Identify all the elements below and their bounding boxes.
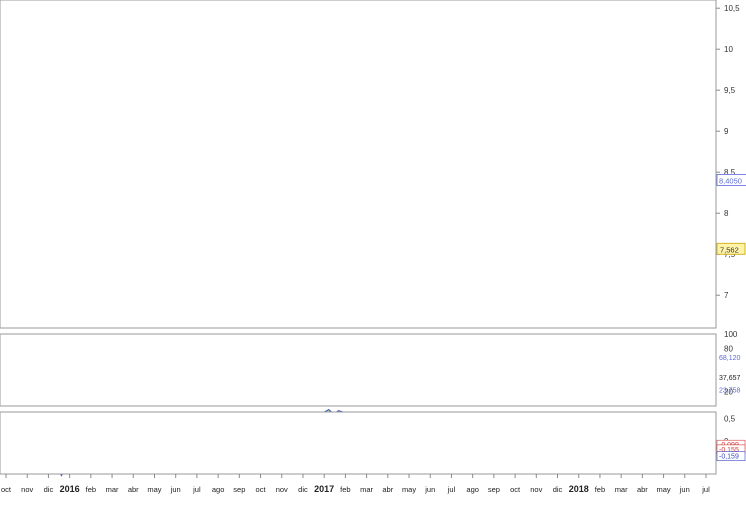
x-tick-label: nov [530, 485, 542, 494]
y-tick-label: 10 [724, 45, 733, 54]
x-tick-label: sep [233, 485, 245, 494]
x-tick-label: may [656, 485, 670, 494]
oscillator-value-label: 23,758 [719, 387, 741, 394]
oscillator-tick-label: 80 [724, 344, 733, 353]
x-tick-label: jul [447, 485, 456, 494]
x-tick-label: jun [170, 485, 181, 494]
x-tick-label: feb [86, 485, 96, 494]
x-tick-label: ago [466, 485, 479, 494]
x-tick-label: abr [637, 485, 648, 494]
y-tick-label: 10,5 [724, 4, 740, 13]
x-tick-label: ago [212, 485, 225, 494]
macd-tick-label: 0,5 [724, 415, 736, 424]
x-tick-label: dic [553, 485, 563, 494]
x-tick-label: feb [340, 485, 350, 494]
x-tick-label: nov [21, 485, 33, 494]
x-tick-label: jul [701, 485, 710, 494]
x-tick-label: oct [256, 485, 267, 494]
panel-frame [0, 412, 716, 474]
axes: 10,5109,598,587,578,40507,562100802068,1… [0, 0, 746, 494]
x-tick-label: dic [44, 485, 54, 494]
x-tick-label: 2016 [60, 484, 80, 494]
x-tick-label: dic [298, 485, 308, 494]
oscillator-tick-label: 100 [724, 330, 738, 339]
x-tick-label: mar [106, 485, 119, 494]
x-tick-label: sep [488, 485, 500, 494]
y-tick-label: 9 [724, 127, 729, 136]
x-tick-label: oct [510, 485, 521, 494]
x-tick-label: mar [615, 485, 628, 494]
x-tick-label: mar [360, 485, 373, 494]
x-tick-label: 2018 [569, 484, 589, 494]
y-tick-label: 9,5 [724, 86, 736, 95]
panel-frame [0, 0, 716, 328]
macd-value-label: -0,159 [719, 454, 739, 461]
oscillator-value-label: 68,120 [719, 355, 741, 362]
x-tick-label: abr [128, 485, 139, 494]
x-tick-label: feb [595, 485, 605, 494]
ma-value-label: 8,4050 [719, 176, 742, 185]
oscillator-value-label: 37,657 [719, 375, 741, 382]
last-close-label: 7,562 [720, 245, 739, 254]
x-tick-label: jun [424, 485, 435, 494]
x-tick-label: oct [1, 485, 12, 494]
x-tick-label: may [402, 485, 416, 494]
panel-frame [0, 334, 716, 406]
x-tick-label: nov [276, 485, 288, 494]
y-tick-label: 8 [724, 209, 729, 218]
y-tick-label: 7 [724, 291, 729, 300]
x-tick-label: may [147, 485, 161, 494]
x-tick-label: abr [382, 485, 393, 494]
x-tick-label: jun [679, 485, 690, 494]
x-tick-label: jul [192, 485, 201, 494]
x-tick-label: 2017 [314, 484, 334, 494]
